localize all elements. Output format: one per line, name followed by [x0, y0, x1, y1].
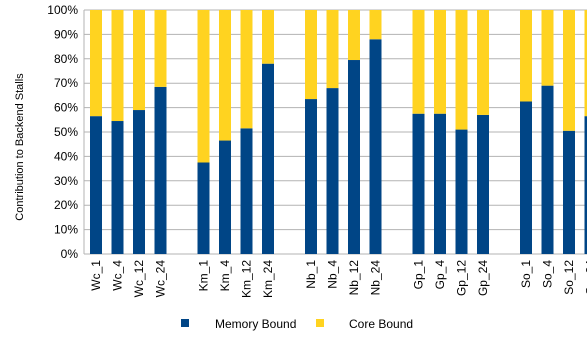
bar-core-bound [541, 10, 554, 86]
y-tick-label: 80% [54, 52, 78, 66]
x-tick-label: Gp_12 [455, 260, 469, 296]
x-tick-label: Km_1 [197, 260, 211, 292]
bar-memory-bound [477, 114, 489, 254]
bar-core-bound [219, 10, 231, 141]
x-tick-label: Km_24 [261, 260, 275, 298]
bar-core-bound [90, 10, 102, 117]
x-tick-label: Gp_1 [412, 260, 426, 290]
x-tick-label: Wc_1 [89, 260, 103, 291]
x-tick-label: Nb_4 [326, 260, 340, 289]
legend-label: Memory Bound [215, 317, 296, 331]
bar-core-bound [348, 10, 360, 61]
bar-memory-bound [455, 129, 468, 254]
y-tick-label: 10% [54, 223, 78, 237]
bar-core-bound [197, 10, 210, 163]
legend-swatch [316, 319, 324, 327]
y-tick-label: 40% [54, 149, 78, 163]
bar-memory-bound [90, 116, 102, 254]
y-axis-label: Contribution to Backend Stalls [14, 73, 26, 221]
bar-core-bound [240, 10, 253, 129]
x-tick-label: So_1 [519, 260, 533, 288]
bar-memory-bound [520, 101, 532, 254]
bar-memory-bound [541, 85, 554, 254]
y-tick-label: 90% [54, 27, 78, 41]
bar-memory-bound [133, 110, 145, 254]
bar-memory-bound [262, 63, 274, 255]
bar-core-bound [412, 10, 425, 114]
x-tick-label: Gp_4 [433, 260, 447, 290]
bar-memory-bound [434, 113, 446, 254]
bar-core-bound [133, 10, 145, 111]
bar-core-bound [477, 10, 489, 115]
y-tick-label: 50% [54, 125, 78, 139]
x-tick-label: Nb_1 [304, 260, 318, 289]
y-tick-label: 0% [61, 247, 79, 261]
bar-memory-bound [305, 99, 317, 254]
x-tick-label: So_24 [584, 260, 587, 295]
legend-swatch [181, 319, 189, 327]
bar-memory-bound [412, 113, 425, 254]
legend: Memory Bound Core Bound [181, 317, 413, 331]
bar-memory-bound [369, 39, 382, 254]
bar-memory-bound [154, 86, 167, 254]
x-tick-label: Km_4 [218, 260, 232, 292]
bar-core-bound [305, 10, 317, 100]
bar-memory-bound [584, 116, 587, 254]
bar-memory-bound [111, 121, 124, 255]
bar-core-bound [369, 10, 382, 40]
bar-memory-bound [563, 130, 575, 254]
x-axis-ticks: Wc_1 Wc_4 Wc_12 Wc_24 Km_1 Km_4 Km_12 Km_24 Nb_1… [89, 260, 587, 298]
x-tick-label: Nb_12 [347, 260, 361, 296]
legend-label: Core Bound [349, 317, 413, 331]
bar-core-bound [455, 10, 468, 130]
bar-memory-bound [219, 140, 231, 254]
bars [90, 10, 587, 255]
bar-core-bound [154, 10, 167, 87]
y-tick-label: 20% [54, 198, 78, 212]
y-tick-label: 60% [54, 101, 78, 115]
x-tick-label: Gp_24 [476, 260, 490, 296]
bar-core-bound [434, 10, 446, 114]
bar-memory-bound [240, 128, 253, 254]
x-tick-label: So_4 [541, 260, 555, 288]
y-tick-label: 30% [54, 174, 78, 188]
x-tick-label: So_12 [562, 260, 576, 295]
bar-memory-bound [197, 162, 210, 254]
y-axis-ticks: 0% 10% 20% 30% 40% 50% 60% 70% 80% 90% 100% [47, 3, 78, 261]
x-tick-label: Wc_12 [132, 260, 146, 298]
bar-core-bound [111, 10, 124, 122]
bar-memory-bound [348, 60, 360, 254]
bar-core-bound [262, 10, 274, 64]
bar-core-bound [520, 10, 532, 102]
x-tick-label: Wc_4 [111, 260, 125, 291]
bar-core-bound [563, 10, 575, 131]
bar-core-bound [584, 10, 587, 117]
x-tick-label: Nb_24 [369, 260, 383, 296]
x-tick-label: Wc_24 [154, 260, 168, 298]
bar-core-bound [326, 10, 339, 89]
bar-memory-bound [326, 88, 339, 254]
y-tick-label: 70% [54, 76, 78, 90]
y-tick-label: 100% [47, 3, 78, 17]
x-tick-label: Km_12 [240, 260, 254, 298]
